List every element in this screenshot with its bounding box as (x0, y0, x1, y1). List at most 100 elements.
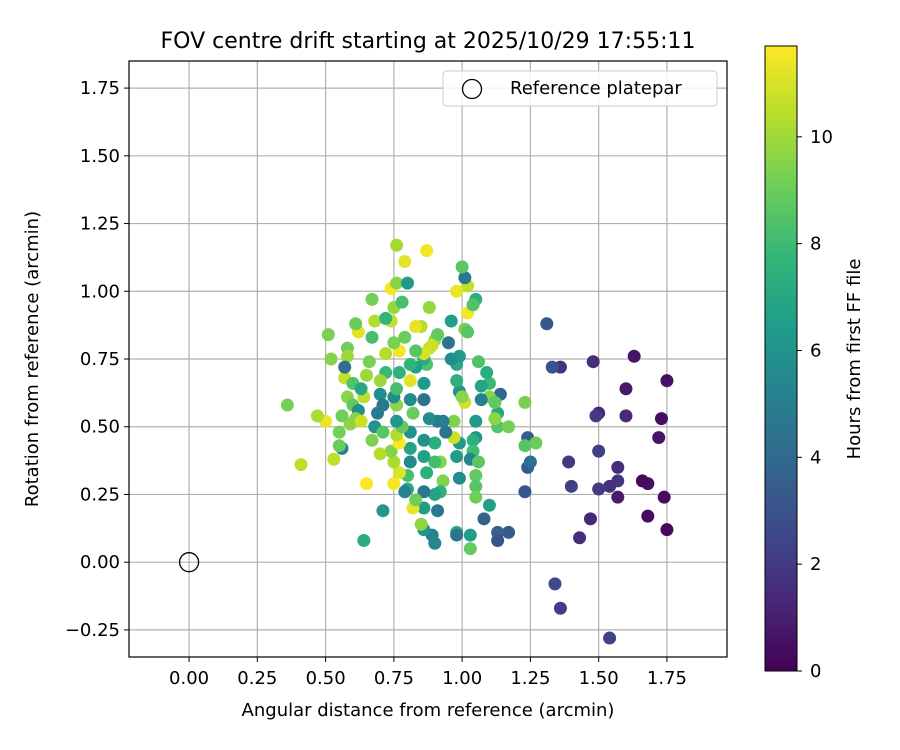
y-tick-label: −0.25 (65, 620, 120, 641)
data-point (635, 474, 649, 488)
data-point (403, 357, 417, 371)
data-point (611, 490, 625, 504)
data-point (627, 349, 641, 363)
data-point (431, 504, 445, 518)
data-point (428, 487, 442, 501)
data-point (564, 479, 578, 493)
data-point (365, 330, 379, 344)
data-point (436, 474, 450, 488)
y-tick-label: 1.50 (80, 146, 120, 167)
data-point (370, 406, 384, 420)
colorbar-tick-label: 2 (810, 554, 821, 575)
data-point (502, 420, 516, 434)
colorbar-tick-label: 0 (810, 661, 821, 682)
data-point (428, 455, 442, 469)
legend-marker-reference (461, 78, 483, 100)
data-point (365, 292, 379, 306)
y-tick-label: 1.75 (80, 78, 120, 99)
x-tick-label: 0.50 (306, 668, 346, 689)
data-point (403, 455, 417, 469)
data-point (354, 382, 368, 396)
data-point (425, 338, 439, 352)
colorbar-label: Hours from first FF file (844, 259, 865, 460)
data-point (428, 536, 442, 550)
data-point (592, 482, 606, 496)
data-point (401, 276, 415, 290)
data-point (376, 504, 390, 518)
data-point (657, 490, 671, 504)
data-point (354, 414, 368, 428)
data-point (458, 271, 472, 285)
data-point (360, 477, 374, 491)
data-point (398, 330, 412, 344)
x-axis-label: Angular distance from reference (arcmin) (242, 700, 615, 721)
data-point (545, 360, 559, 374)
data-point (338, 360, 352, 374)
data-point (417, 485, 431, 499)
data-point (420, 466, 434, 480)
data-point (409, 344, 423, 358)
data-point (583, 512, 597, 526)
reference-platepar-marker (178, 552, 200, 573)
data-point (431, 328, 445, 342)
data-point (403, 393, 417, 407)
data-point (466, 433, 480, 447)
data-point (548, 577, 562, 591)
data-point (387, 455, 401, 469)
data-point (469, 414, 483, 428)
data-point (349, 317, 363, 331)
y-axis-ticks: −0.25 0.00 0.25 0.50 0.75 1.00 1.25 1.50 1.75 (65, 78, 129, 641)
data-point (414, 517, 428, 531)
colorbar-tick-label: 6 (810, 340, 821, 361)
data-point (660, 374, 674, 388)
data-point (469, 490, 483, 504)
data-point (417, 393, 431, 407)
data-point (332, 425, 346, 439)
data-point (450, 374, 464, 388)
data-point (398, 254, 412, 268)
data-point (392, 366, 406, 380)
data-point (450, 528, 464, 542)
legend: Reference platepar (442, 70, 718, 107)
data-point (592, 444, 606, 458)
data-point (586, 355, 600, 369)
data-point (461, 325, 475, 339)
data-point (439, 425, 453, 439)
data-point (652, 431, 666, 445)
data-point (619, 409, 633, 423)
data-point (573, 531, 587, 545)
reference-marker-group (178, 552, 200, 573)
data-point (324, 352, 338, 366)
data-point (403, 441, 417, 455)
data-point (455, 390, 469, 404)
x-tick-label: 1.25 (510, 668, 550, 689)
data-point (417, 450, 431, 464)
data-point (409, 493, 423, 507)
data-point (327, 452, 341, 466)
data-point (362, 355, 376, 369)
data-point (518, 485, 532, 499)
y-axis-label: Rotation from reference (arcmin) (22, 211, 43, 507)
data-point (488, 395, 502, 409)
data-point (398, 485, 412, 499)
data-point (619, 382, 633, 396)
colorbar-ticks: 0 2 4 6 8 10 (797, 127, 833, 682)
data-point (280, 398, 294, 412)
data-point (444, 352, 458, 366)
y-tick-label: 0.25 (80, 484, 120, 505)
data-point (417, 376, 431, 390)
data-point (480, 366, 494, 380)
colorbar-tick-label: 4 (810, 447, 821, 468)
data-point (368, 314, 382, 328)
data-point (474, 393, 488, 407)
data-point (474, 379, 488, 393)
colorbar-tick-label: 10 (810, 127, 833, 148)
data-point (392, 466, 406, 480)
data-point (420, 244, 434, 258)
data-point (540, 317, 554, 331)
data-point (310, 409, 324, 423)
colorbar-tick-label: 8 (810, 234, 821, 255)
data-point (441, 336, 455, 350)
data-point (477, 512, 491, 526)
